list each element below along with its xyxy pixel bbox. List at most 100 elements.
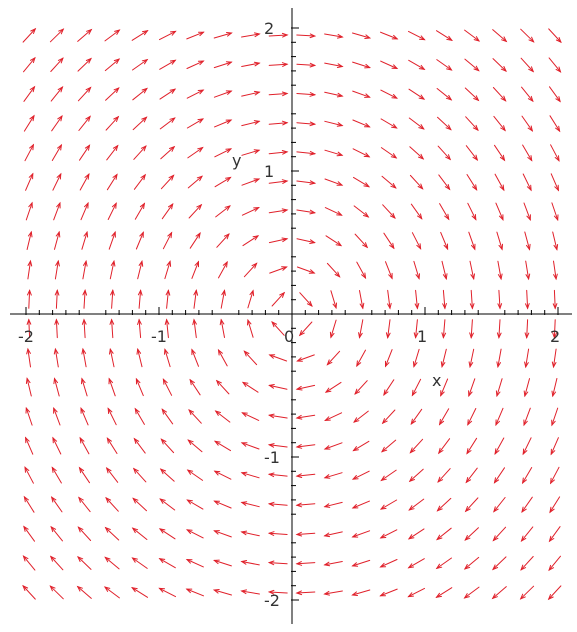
field-arrow bbox=[26, 347, 31, 368]
arrow-head bbox=[79, 436, 85, 444]
arrow-shaft bbox=[520, 585, 535, 600]
arrow-head bbox=[186, 499, 193, 505]
arrow-shaft bbox=[466, 174, 478, 191]
arrow-head bbox=[112, 144, 119, 151]
arrow-shaft bbox=[213, 32, 232, 39]
arrow-head bbox=[105, 496, 112, 504]
field-arrow bbox=[469, 260, 475, 281]
field-arrow bbox=[105, 496, 119, 512]
field-arrow bbox=[523, 202, 531, 222]
arrow-head bbox=[221, 289, 226, 296]
arrow-shaft bbox=[353, 176, 370, 188]
field-arrow bbox=[408, 88, 426, 100]
field-arrow bbox=[162, 378, 173, 396]
field-arrow bbox=[494, 173, 505, 192]
arrow-shaft bbox=[108, 378, 116, 397]
arrow-shaft bbox=[492, 556, 507, 570]
arrow-head bbox=[187, 439, 194, 445]
field-arrow bbox=[407, 558, 425, 569]
arrow-shaft bbox=[324, 91, 343, 97]
arrow-shaft bbox=[550, 466, 560, 484]
arrow-head bbox=[407, 534, 415, 540]
field-arrow bbox=[436, 527, 452, 541]
field-arrow bbox=[24, 466, 34, 484]
arrow-head bbox=[53, 347, 59, 355]
field-arrow bbox=[185, 558, 204, 568]
arrow-head bbox=[281, 91, 289, 97]
field-arrow bbox=[268, 150, 289, 155]
arrow-shaft bbox=[135, 378, 144, 397]
arrow-head bbox=[295, 590, 303, 596]
arrow-head bbox=[323, 474, 331, 479]
arrow-head bbox=[110, 289, 115, 296]
arrow-shaft bbox=[380, 529, 398, 539]
arrow-shaft bbox=[191, 261, 199, 279]
field-arrow bbox=[324, 412, 343, 421]
arrow-shaft bbox=[352, 119, 370, 128]
arrow-shaft bbox=[79, 467, 90, 484]
arrow-head bbox=[296, 357, 303, 362]
arrow-head bbox=[267, 501, 275, 507]
arrow-head bbox=[159, 498, 166, 504]
field-arrow bbox=[380, 469, 397, 482]
field-arrow bbox=[296, 33, 317, 39]
field-arrow bbox=[134, 407, 145, 425]
arrow-head bbox=[279, 291, 286, 298]
field-arrow bbox=[241, 120, 261, 127]
arrow-head bbox=[528, 36, 535, 43]
arrow-shaft bbox=[467, 408, 477, 426]
arrow-shaft bbox=[187, 175, 203, 189]
arrow-head bbox=[469, 303, 475, 310]
x-axis-label: x bbox=[432, 371, 441, 390]
arrow-shaft bbox=[52, 173, 62, 191]
arrow-head bbox=[132, 467, 139, 474]
field-arrow bbox=[271, 320, 285, 336]
arrow-shaft bbox=[77, 526, 92, 541]
arrow-head bbox=[527, 125, 534, 132]
field-arrow bbox=[407, 528, 425, 540]
y-tick-label: 1 bbox=[264, 162, 274, 181]
arrow-head bbox=[164, 348, 169, 355]
field-arrow bbox=[497, 289, 503, 310]
field-arrow bbox=[436, 88, 453, 101]
arrow-head bbox=[104, 526, 111, 533]
arrow-shaft bbox=[354, 380, 368, 395]
arrow-head bbox=[468, 390, 473, 398]
arrow-shaft bbox=[77, 556, 92, 570]
arrow-head bbox=[526, 243, 531, 251]
arrow-head bbox=[168, 203, 174, 210]
field-arrow bbox=[523, 378, 530, 398]
arrow-shaft bbox=[437, 468, 451, 483]
field-arrow bbox=[158, 528, 176, 540]
field-arrow bbox=[158, 587, 176, 598]
field-arrow bbox=[323, 561, 343, 567]
arrow-shaft bbox=[159, 30, 176, 41]
arrow-head bbox=[225, 119, 233, 124]
arrow-head bbox=[295, 561, 303, 566]
arrow-head bbox=[253, 149, 261, 154]
arrow-shaft bbox=[410, 203, 423, 220]
arrow-shaft bbox=[549, 526, 561, 542]
arrow-head bbox=[473, 95, 480, 102]
arrow-head bbox=[469, 332, 474, 339]
field-arrow bbox=[551, 202, 559, 222]
field-arrow bbox=[22, 27, 37, 43]
field-arrow bbox=[496, 319, 502, 339]
arrow-shaft bbox=[549, 86, 561, 102]
arrow-shaft bbox=[26, 231, 32, 250]
arrow-shaft bbox=[326, 350, 341, 366]
arrow-head bbox=[437, 476, 444, 483]
field-arrow bbox=[135, 231, 144, 250]
arrow-head bbox=[131, 527, 139, 534]
arrow-head bbox=[225, 61, 233, 66]
arrow-shaft bbox=[132, 497, 147, 512]
arrow-head bbox=[22, 555, 29, 562]
arrow-head bbox=[336, 211, 343, 216]
field-arrow bbox=[268, 354, 288, 362]
field-arrow bbox=[268, 32, 289, 38]
arrow-head bbox=[27, 289, 32, 296]
arrow-shaft bbox=[359, 319, 364, 338]
field-arrow bbox=[324, 120, 344, 127]
arrow-head bbox=[440, 361, 446, 369]
field-arrow bbox=[295, 384, 316, 391]
